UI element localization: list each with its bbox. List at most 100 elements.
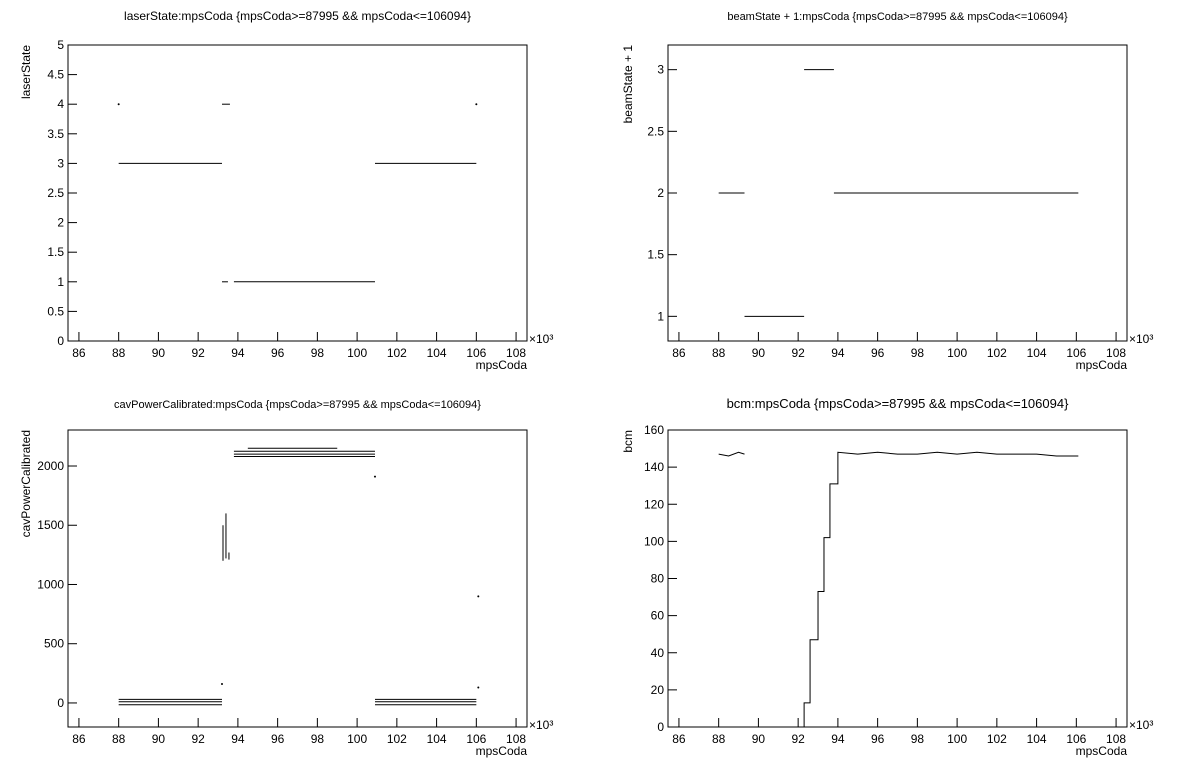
- x-tick-label: 108: [1106, 346, 1126, 360]
- x-tick-label: 94: [231, 346, 245, 360]
- y-tick-label: 1: [57, 275, 64, 289]
- chart-title: beamState + 1:mpsCoda {mpsCoda>=87995 &&…: [727, 11, 1068, 23]
- y-tick-label: 2.5: [647, 124, 664, 138]
- chart-title: laserState:mpsCoda {mpsCoda>=87995 && mp…: [124, 9, 471, 23]
- x-tick-label: 86: [672, 732, 686, 746]
- y-tick-label: 500: [44, 637, 64, 651]
- panel: bcm:mpsCoda {mpsCoda>=87995 && mpsCoda<=…: [621, 396, 1153, 758]
- x-tick-label: 92: [791, 732, 805, 746]
- y-tick-label: 1.5: [647, 248, 664, 262]
- chart-title: cavPowerCalibrated:mpsCoda {mpsCoda>=879…: [114, 399, 481, 411]
- x-tick-label: 100: [947, 732, 967, 746]
- y-tick-label: 1500: [37, 518, 64, 532]
- y-tick-label: 2000: [37, 459, 64, 473]
- x-tick-label: 98: [911, 732, 925, 746]
- y-tick-label: 0: [57, 696, 64, 710]
- x-tick-label: 100: [947, 346, 967, 360]
- x-tick-label: 92: [191, 346, 205, 360]
- panel: cavPowerCalibrated:mpsCoda {mpsCoda>=879…: [19, 399, 553, 758]
- data-point: [475, 103, 478, 106]
- x-tick-label: 98: [311, 732, 325, 746]
- y-tick-label: 20: [651, 683, 665, 697]
- y-tick-label: 1: [657, 309, 664, 323]
- y-tick-label: 160: [644, 423, 664, 437]
- data-line: [803, 451, 1079, 727]
- x-tick-label: 92: [191, 732, 205, 746]
- x-tick-label: 86: [72, 732, 86, 746]
- x-tick-label: 90: [752, 346, 766, 360]
- x-tick-label: 88: [712, 732, 726, 746]
- x-exponent: ×10³: [529, 332, 553, 346]
- x-tick-label: 88: [112, 346, 126, 360]
- y-tick-label: 80: [651, 572, 665, 586]
- x-tick-label: 94: [831, 732, 845, 746]
- y-tick-label: 2: [57, 216, 64, 230]
- x-tick-label: 86: [672, 346, 686, 360]
- x-axis-label: mpsCoda: [476, 744, 528, 758]
- y-tick-label: 0.5: [47, 304, 64, 318]
- x-tick-label: 96: [271, 346, 285, 360]
- x-tick-label: 108: [506, 732, 526, 746]
- x-tick-label: 96: [871, 732, 885, 746]
- x-exponent: ×10³: [529, 718, 553, 732]
- x-tick-label: 90: [152, 346, 166, 360]
- x-tick-label: 92: [791, 346, 805, 360]
- y-tick-label: 3: [657, 63, 664, 77]
- x-tick-label: 102: [987, 732, 1007, 746]
- x-tick-label: 98: [311, 346, 325, 360]
- data-line: [718, 451, 745, 457]
- y-tick-label: 140: [644, 460, 664, 474]
- x-tick-label: 98: [911, 346, 925, 360]
- x-tick-label: 106: [1066, 732, 1086, 746]
- plot-frame: [67, 44, 528, 342]
- x-tick-label: 102: [387, 346, 407, 360]
- x-tick-label: 104: [1027, 346, 1047, 360]
- x-tick-label: 108: [1106, 732, 1126, 746]
- x-tick-label: 94: [831, 346, 845, 360]
- panel: beamState + 1:mpsCoda {mpsCoda>=87995 &&…: [621, 11, 1153, 372]
- x-tick-label: 100: [347, 346, 367, 360]
- y-tick-label: 40: [651, 646, 665, 660]
- y-tick-label: 4.5: [47, 68, 64, 82]
- y-tick-label: 3: [57, 156, 64, 170]
- y-tick-label: 4: [57, 97, 64, 111]
- x-tick-label: 106: [1066, 346, 1086, 360]
- x-tick-label: 96: [271, 732, 285, 746]
- data-point: [477, 595, 480, 598]
- x-tick-label: 106: [466, 346, 486, 360]
- x-tick-label: 100: [347, 732, 367, 746]
- y-axis-label: cavPowerCalibrated: [19, 430, 33, 537]
- x-tick-label: 102: [987, 346, 1007, 360]
- y-tick-label: 2: [657, 186, 664, 200]
- y-axis-label: laserState: [19, 45, 33, 99]
- x-tick-label: 104: [427, 732, 447, 746]
- x-exponent: ×10³: [1129, 718, 1153, 732]
- x-axis-label: mpsCoda: [1076, 744, 1128, 758]
- data-point: [117, 103, 120, 106]
- chart-title: bcm:mpsCoda {mpsCoda>=87995 && mpsCoda<=…: [727, 396, 1069, 411]
- x-tick-label: 108: [506, 346, 526, 360]
- y-tick-label: 0: [657, 720, 664, 734]
- x-tick-label: 90: [152, 732, 166, 746]
- x-tick-label: 96: [871, 346, 885, 360]
- y-tick-label: 60: [651, 609, 665, 623]
- y-axis-label: beamState + 1: [621, 45, 635, 124]
- x-tick-label: 88: [712, 346, 726, 360]
- plot-frame: [667, 429, 1128, 728]
- y-tick-label: 120: [644, 497, 664, 511]
- x-axis-label: mpsCoda: [1076, 358, 1128, 372]
- data-point: [220, 682, 223, 685]
- plot-frame: [67, 429, 528, 728]
- x-tick-label: 104: [1027, 732, 1047, 746]
- x-tick-label: 86: [72, 346, 86, 360]
- x-tick-label: 104: [427, 346, 447, 360]
- y-tick-label: 0: [57, 334, 64, 348]
- x-tick-label: 94: [231, 732, 245, 746]
- y-axis-label: bcm: [621, 430, 635, 453]
- x-tick-label: 102: [387, 732, 407, 746]
- y-tick-label: 3.5: [47, 127, 64, 141]
- y-tick-label: 100: [644, 534, 664, 548]
- y-tick-label: 1000: [37, 577, 64, 591]
- x-tick-label: 90: [752, 732, 766, 746]
- y-tick-label: 1.5: [47, 245, 64, 259]
